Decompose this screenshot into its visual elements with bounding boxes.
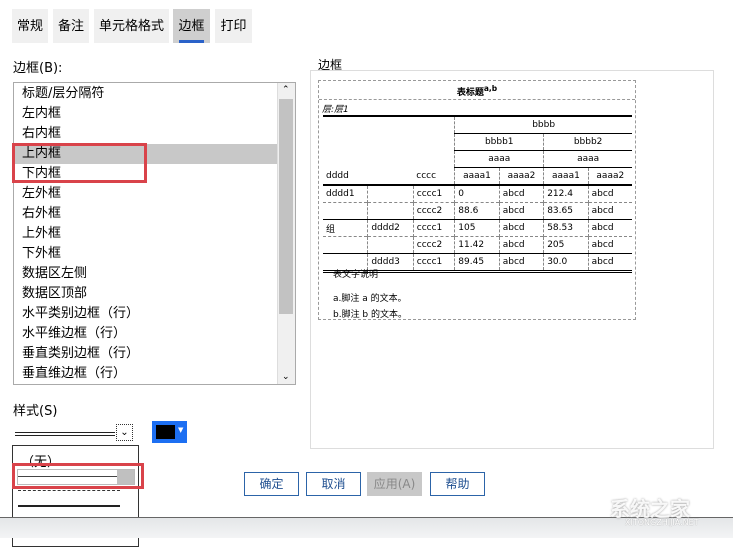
preview-cell: aaaa1 (543, 167, 589, 185)
watermark-url: XITONGZHIJIA.NET (625, 518, 699, 527)
preview-cell: cccc1 (412, 185, 455, 203)
border-list-item[interactable]: 数据区左侧 (22, 266, 88, 281)
preview-cell: aaaa1 (454, 167, 500, 185)
preview-cell: dddd (326, 170, 349, 181)
preview-cell: 105 (454, 219, 500, 237)
preview-cell: abcd (498, 219, 544, 237)
border-list-item[interactable]: 垂直维边框（行） (22, 366, 127, 381)
style-option-thick[interactable] (18, 505, 120, 507)
border-list-item[interactable]: 下内框 (22, 166, 62, 181)
tab-general[interactable]: 常规 (12, 9, 48, 43)
preview-cell: abcd (587, 236, 632, 254)
scroll-thumb[interactable] (279, 99, 293, 314)
preview-footnote-b: b.脚注 b 的文本。 (333, 310, 408, 320)
highlight-box (12, 463, 144, 489)
preview-cell: abcd (587, 202, 632, 220)
preview-cell: abcd (587, 219, 632, 237)
preview-cell: 58.53 (543, 219, 589, 237)
scroll-down-icon[interactable]: ⌄ (282, 372, 290, 382)
highlight-box (12, 143, 147, 183)
apply-button[interactable]: 应用(A) (367, 472, 422, 496)
preview-caption: 表文字说明 (333, 270, 379, 280)
preview-cell (367, 185, 414, 203)
border-list-item[interactable]: 标题/层分隔符 (22, 86, 105, 101)
border-list-item[interactable]: 水平类别边框（行） (22, 306, 140, 321)
preview-cell: aaaa2 (498, 167, 544, 185)
chevron-down-icon[interactable]: ⌄ (116, 424, 133, 441)
tab-cell-format[interactable]: 单元格格式 (94, 9, 169, 43)
tab-notes[interactable]: 备注 (53, 9, 89, 43)
border-list-item[interactable]: 数据区顶部 (22, 286, 88, 301)
preview-cell: dddd3 (367, 253, 414, 272)
preview-cell (323, 203, 368, 220)
preview-cell: bbbb (454, 116, 632, 134)
border-list-item[interactable]: 下外框 (22, 246, 62, 261)
ok-button[interactable]: 确定 (244, 472, 299, 496)
scroll-up-icon[interactable]: ⌃ (282, 85, 290, 95)
style-option-none[interactable]: （无） (21, 455, 61, 470)
preview-cell (323, 237, 368, 254)
preview-cell: dddd1 (326, 189, 355, 199)
preview-cell (367, 202, 414, 220)
color-swatch (156, 425, 175, 439)
style-option-thin[interactable] (17, 469, 135, 485)
style-label: 样式(S) (13, 404, 58, 419)
preview-title: 表标题a,b (456, 84, 498, 98)
border-list-item[interactable]: 上外框 (22, 226, 62, 241)
border-list-item[interactable]: 左内框 (22, 106, 62, 121)
preview-layer: 层:层1 (322, 105, 349, 115)
border-list-item[interactable]: 垂直类别边框（行） (22, 346, 140, 361)
preview-cell: 0 (454, 185, 500, 203)
preview-cell: 组 (326, 224, 336, 235)
border-list-item[interactable]: 左外框 (22, 186, 62, 201)
preview-cell: 11.42 (454, 236, 500, 254)
preview-cell: abcd (498, 236, 544, 254)
color-picker[interactable]: ▼ (152, 421, 187, 443)
preview-cell: abcd (498, 253, 544, 272)
preview-table: 表标题a,b 层:层1 bbbb bbbb1 bbbb2 aaaa aaaa dddd cc… (318, 80, 636, 320)
preview-cell: aaaa (543, 150, 632, 168)
preview-cell: abcd (587, 185, 632, 203)
preview-frame (310, 70, 714, 449)
preview-cell: cccc1 (412, 219, 455, 237)
preview-cell: 205 (543, 236, 589, 254)
preview-cell: bbbb1 (454, 133, 544, 151)
preview-cell: cccc2 (412, 236, 455, 254)
background-window (0, 517, 733, 538)
preview-cell (367, 236, 414, 254)
preview-cell: bbbb2 (543, 133, 632, 151)
preview-cell: 212.4 (543, 185, 589, 203)
preview-cell: 88.6 (454, 202, 500, 220)
preview-cell: 83.65 (543, 202, 589, 220)
border-label: 边框(B): (13, 61, 63, 76)
cancel-button[interactable]: 取消 (306, 472, 361, 496)
preview-footnote-a: a.脚注 a 的文本。 (333, 294, 407, 304)
style-option-dashed[interactable] (18, 490, 120, 491)
preview-cell: dddd2 (367, 219, 414, 237)
scrollbar[interactable]: ⌃ ⌄ (277, 83, 295, 384)
border-list[interactable]: ⌃ ⌄ 标题/层分隔符 左内框 右内框 上内框 下内框 左外框 右外框 上外框 下外框 数据区左侧… (13, 82, 296, 385)
preview-cell: abcd (498, 185, 544, 203)
watermark: 系统之家 (610, 497, 690, 521)
border-list-item[interactable]: 右内框 (22, 126, 62, 141)
caret-down-icon: ▼ (178, 426, 184, 434)
preview-cell: cccc1 (412, 253, 455, 272)
preview-grid: bbbb bbbb1 bbbb2 aaaa aaaa dddd cccc aaaa1 aaaa2… (323, 115, 632, 273)
preview-cell: abcd (498, 202, 544, 220)
preview-cell: 89.45 (454, 253, 500, 272)
preview-cell: aaaa2 (587, 167, 632, 185)
border-list-item[interactable]: 右外框 (22, 206, 62, 221)
help-button[interactable]: 帮助 (430, 472, 485, 496)
tab-borders[interactable]: 边框 (173, 9, 210, 43)
preview-cell: aaaa (454, 150, 544, 168)
preview-cell: 30.0 (543, 253, 589, 272)
preview-cell: abcd (587, 253, 632, 272)
style-dropdown[interactable]: ⌄ (13, 424, 134, 442)
preview-cell: cccc (416, 170, 437, 181)
border-list-item[interactable]: 水平维边框（行） (22, 326, 127, 341)
preview-label: 边框 (318, 58, 343, 72)
tab-print[interactable]: 打印 (215, 9, 252, 43)
preview-cell: cccc2 (412, 202, 455, 220)
